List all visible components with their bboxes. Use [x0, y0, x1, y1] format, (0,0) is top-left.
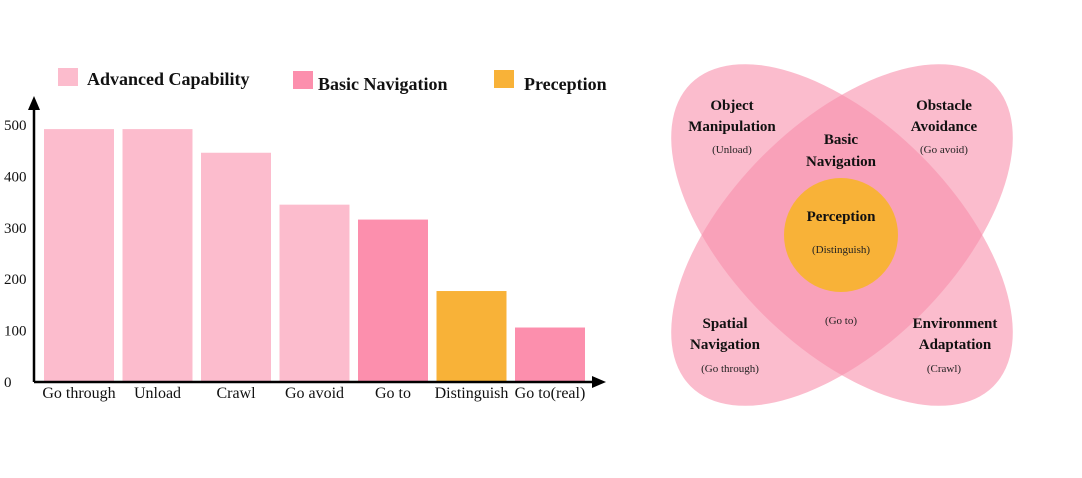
obstacle-avoidance-title-2: Avoidance: [911, 119, 978, 135]
capability-diagram: Object Manipulation (Unload) Obstacle Av…: [671, 64, 1013, 406]
environment-adaptation-sub: (Crawl): [927, 363, 962, 375]
basic-navigation-title-1: Basic: [824, 132, 859, 148]
obstacle-avoidance-title-1: Obstacle: [916, 98, 972, 114]
object-manipulation-title-2: Manipulation: [688, 119, 776, 135]
y-tick-label: 400: [4, 169, 27, 185]
y-tick-label: 300: [4, 221, 27, 237]
x-tick-label: Go to: [375, 385, 411, 402]
legend: Advanced Capability Basic Navigation Pre…: [58, 68, 607, 94]
x-tick-label: Crawl: [216, 385, 256, 402]
bar: [515, 327, 585, 382]
y-tick-label: 500: [4, 118, 27, 134]
object-manipulation-title-1: Object: [710, 98, 753, 114]
legend-swatch-advanced: [58, 68, 78, 86]
bar: [44, 129, 114, 382]
y-tick-label: 100: [4, 324, 27, 340]
legend-swatch-basic: [293, 71, 313, 89]
y-tick-label: 200: [4, 272, 27, 288]
environment-adaptation-title-1: Environment: [913, 316, 998, 332]
perception-sub: (Distinguish): [812, 244, 870, 256]
x-tick-label: Go to(real): [515, 385, 586, 402]
x-tick-label: Go avoid: [285, 385, 344, 402]
bar: [279, 204, 350, 382]
x-tick-label: Go through: [42, 385, 115, 402]
basic-navigation-title-2: Navigation: [806, 154, 877, 170]
bar: [358, 219, 428, 382]
spatial-navigation-title-1: Spatial: [702, 316, 747, 332]
spatial-navigation-title-2: Navigation: [690, 337, 761, 353]
environment-adaptation-title-2: Adaptation: [919, 337, 992, 353]
y-axis-arrow: [28, 96, 40, 110]
basic-navigation-sub: (Go to): [825, 315, 857, 327]
obstacle-avoidance-sub: (Go avoid): [920, 144, 968, 156]
legend-label-basic: Basic Navigation: [318, 74, 448, 94]
legend-swatch-perception: [494, 70, 514, 88]
bar: [436, 291, 507, 382]
perception-core-circle: [784, 178, 898, 292]
object-manipulation-sub: (Unload): [712, 144, 752, 156]
legend-label-advanced: Advanced Capability: [87, 69, 250, 89]
bar-chart: 0 100 200 300 400 500 Go through Unload Crawl Go …: [4, 118, 585, 402]
bar: [122, 129, 193, 382]
axes: [28, 96, 606, 388]
x-axis-arrow: [592, 376, 606, 388]
perception-title: Perception: [807, 209, 877, 225]
bar: [201, 152, 271, 382]
x-tick-label: Distinguish: [435, 385, 509, 402]
y-tick-label: 0: [4, 375, 12, 391]
legend-label-perception: Preception: [524, 74, 607, 94]
spatial-navigation-sub: (Go through): [701, 363, 759, 375]
x-tick-label: Unload: [134, 385, 181, 402]
